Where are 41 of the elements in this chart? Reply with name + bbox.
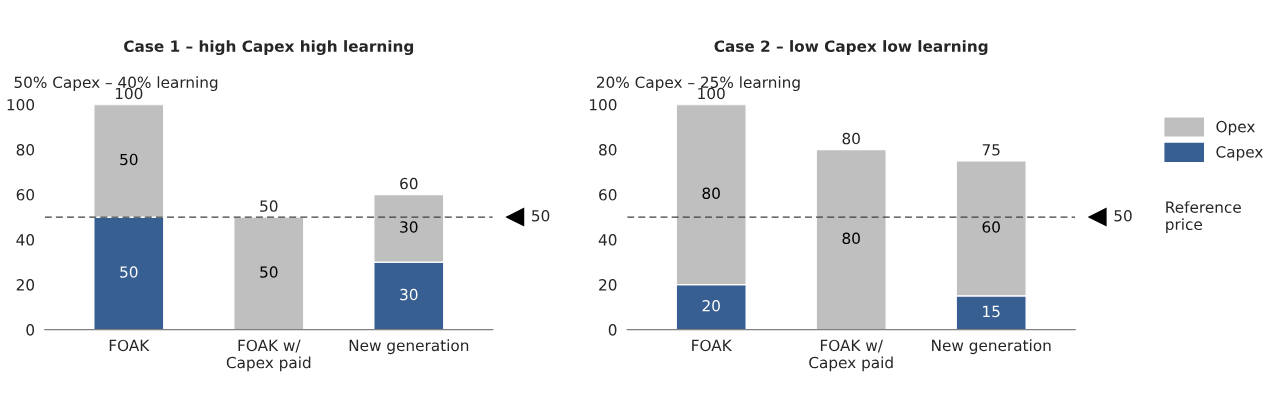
total-label: 60: [400, 177, 418, 190]
y-tick-label: 60: [599, 189, 617, 201]
y-tick-label: 40: [16, 234, 35, 246]
x-tick-label: FOAK: [692, 339, 733, 352]
ref-line-label: 50: [1114, 209, 1132, 222]
data-label: 50: [260, 266, 278, 278]
data-label: 15: [983, 305, 1000, 318]
data-label: 30: [400, 221, 418, 233]
data-label: 80: [702, 187, 720, 199]
legend-label: Capex: [1216, 146, 1263, 161]
legend-label: Opex: [1216, 120, 1255, 136]
data-label: 20: [702, 300, 720, 312]
x-tick-label: New generation: [932, 339, 1051, 355]
x-tick-label: FOAK w/ Capex paid: [226, 339, 311, 372]
chart-title: Case 1 – high Capex high learning: [124, 40, 414, 56]
x-tick-label: New generation: [349, 339, 469, 355]
y-tick-label: 20: [599, 279, 617, 291]
data-label: 30: [400, 288, 418, 301]
data-label: 50: [120, 153, 138, 166]
y-tick-label: 100: [7, 98, 35, 111]
y-tick-label: 100: [589, 98, 617, 111]
y-tick-label: 20: [16, 279, 35, 291]
x-tick-label: FOAK w/ Capex paid: [809, 339, 893, 372]
y-tick-label: 0: [608, 324, 617, 336]
text: Reference price: [1166, 201, 1241, 234]
data-label: 60: [982, 221, 1000, 233]
total-label: 80: [842, 132, 860, 145]
y-tick-label: 60: [16, 189, 35, 201]
x-tick-label: FOAK: [109, 339, 150, 352]
bar: [233, 216, 305, 330]
data-label: 80: [842, 232, 860, 245]
total-label: 75: [982, 144, 1000, 156]
y-tick-label: 80: [599, 144, 617, 156]
bar: [815, 148, 887, 330]
total-label: 50: [260, 200, 278, 212]
y-tick-label: 0: [26, 324, 35, 336]
data-label: 50: [120, 266, 138, 278]
chart-title: Case 2 – low Capex low learning: [714, 40, 988, 56]
ref-line-label: 50: [532, 209, 550, 222]
y-tick-label: 80: [16, 144, 35, 156]
y-tick-label: 40: [598, 234, 617, 246]
